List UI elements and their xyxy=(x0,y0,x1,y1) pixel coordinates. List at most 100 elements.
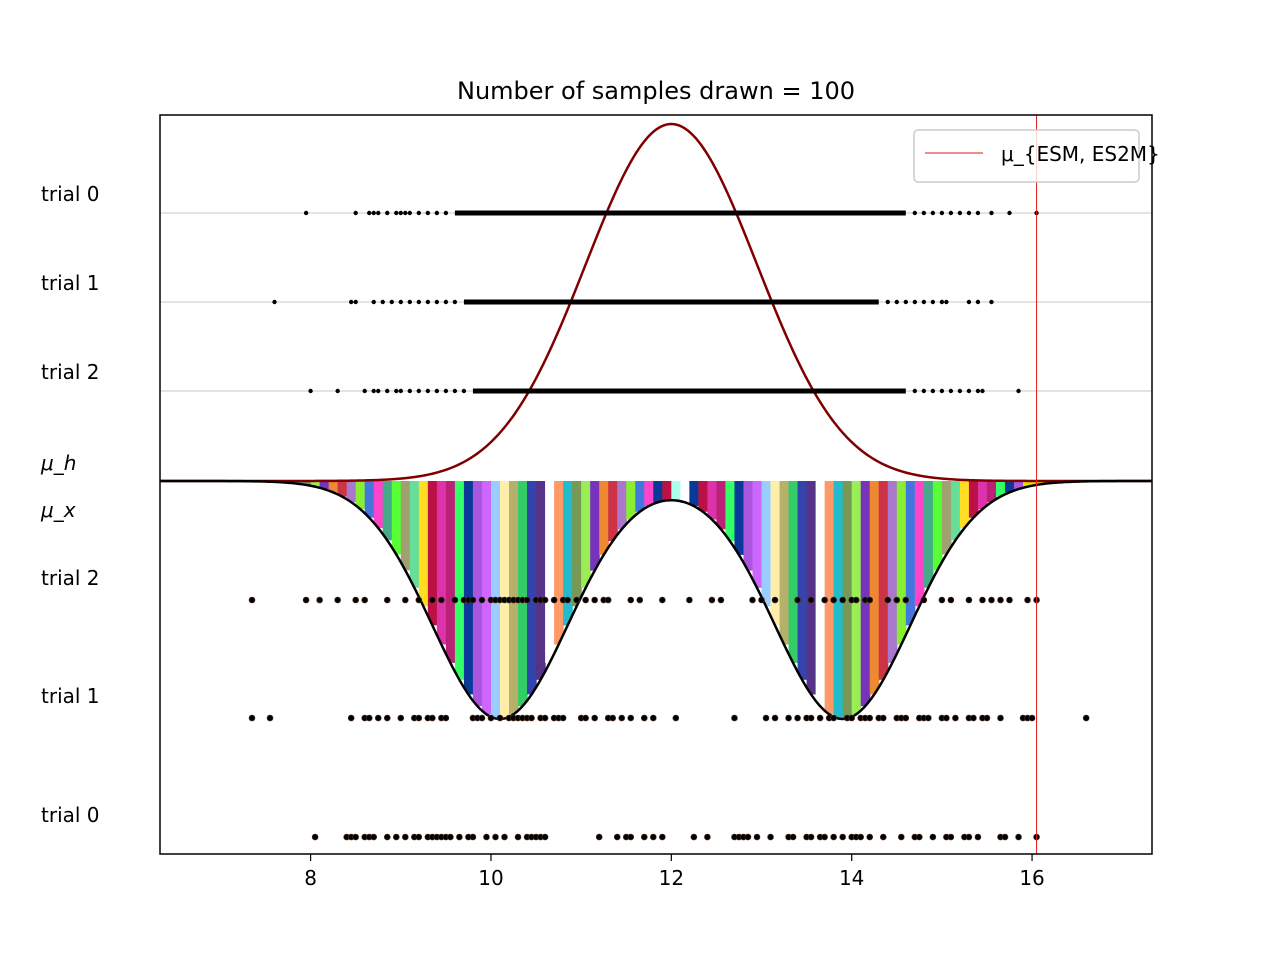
color-band xyxy=(328,481,339,493)
sample-point xyxy=(731,714,738,722)
sample-point xyxy=(370,833,378,841)
sample-point xyxy=(970,714,977,722)
sample-point xyxy=(385,388,390,394)
sample-point xyxy=(903,299,908,305)
color-band xyxy=(436,481,447,645)
sample-point xyxy=(523,596,531,604)
sample-point xyxy=(1024,596,1031,604)
sample-point xyxy=(407,299,412,305)
sample-point xyxy=(398,299,403,305)
sample-point xyxy=(398,210,403,216)
sample-point xyxy=(604,596,612,604)
sample-point xyxy=(438,596,445,604)
sample-point xyxy=(686,596,693,604)
sample-point xyxy=(771,596,779,604)
x-tick-label: 14 xyxy=(839,866,864,890)
sample-point xyxy=(690,833,698,841)
row-label: trial 0 xyxy=(41,803,100,827)
row-label: trial 2 xyxy=(41,360,100,384)
chart-title: Number of samples drawn = 100 xyxy=(457,77,855,105)
sample-point xyxy=(893,596,901,604)
color-band xyxy=(545,481,555,663)
sample-point xyxy=(316,596,323,604)
sample-point xyxy=(443,388,449,394)
sample-point xyxy=(866,596,874,604)
sample-point xyxy=(461,388,467,394)
sample-point xyxy=(957,210,963,216)
color-band xyxy=(716,481,727,530)
sample-point xyxy=(451,596,459,604)
sample-point xyxy=(383,596,391,604)
sample-point xyxy=(416,388,422,394)
x-tick-label: 10 xyxy=(478,866,503,890)
sample-point xyxy=(929,833,937,841)
color-band xyxy=(608,481,618,542)
sample-point xyxy=(385,210,390,216)
color-band xyxy=(635,481,645,512)
sample-point xyxy=(425,388,431,394)
mu-x-label: μ_x xyxy=(40,498,76,522)
sample-point xyxy=(997,596,1004,604)
color-band xyxy=(445,481,456,663)
sample-point xyxy=(591,714,598,722)
sample-point xyxy=(1082,714,1090,722)
sample-point xyxy=(308,388,313,394)
row-label: trial 1 xyxy=(41,271,100,295)
sample-point xyxy=(989,210,994,216)
sample-point xyxy=(272,299,277,305)
sample-point xyxy=(930,299,936,305)
sample-point xyxy=(708,596,716,604)
sample-point xyxy=(857,833,865,841)
sample-point xyxy=(311,833,319,841)
sample-point xyxy=(939,210,945,216)
row-label: trial 0 xyxy=(41,182,100,206)
sample-point xyxy=(767,833,774,841)
sample-point xyxy=(975,210,981,216)
sample-point xyxy=(807,596,815,604)
sample-point xyxy=(839,596,846,604)
sample-point xyxy=(443,299,449,305)
sample-point xyxy=(613,833,621,841)
sample-point xyxy=(1001,833,1009,841)
color-band xyxy=(319,481,330,490)
sample-point xyxy=(974,833,982,841)
sample-point xyxy=(821,596,828,604)
sample-point xyxy=(380,299,385,305)
plot-frame xyxy=(159,114,1153,855)
sample-point xyxy=(627,833,635,841)
color-band xyxy=(680,481,690,503)
sample-point xyxy=(866,833,874,841)
sample-point xyxy=(659,833,666,841)
sample-point xyxy=(894,299,899,305)
sample-point xyxy=(371,210,376,216)
sample-point xyxy=(1006,596,1013,604)
sample-point xyxy=(403,210,408,216)
color-band xyxy=(337,481,348,497)
sample-point xyxy=(487,714,495,722)
sample-point xyxy=(595,833,603,841)
sample-point xyxy=(303,210,309,216)
color-band xyxy=(959,481,970,529)
sample-point xyxy=(394,210,399,216)
sample-point xyxy=(371,388,376,394)
sample-point xyxy=(852,596,860,604)
color-band xyxy=(590,481,600,571)
color-band xyxy=(536,481,546,680)
color-band xyxy=(941,481,952,555)
sample-point xyxy=(902,596,910,604)
sample-point xyxy=(821,833,828,841)
sample-point xyxy=(952,714,959,722)
sample-point xyxy=(807,714,815,722)
sample-point xyxy=(816,714,824,722)
color-band xyxy=(905,481,916,626)
sample-point xyxy=(394,388,399,394)
sample-point xyxy=(980,388,985,394)
x-tick-label: 8 xyxy=(304,866,317,890)
sample-point xyxy=(352,833,359,841)
color-band xyxy=(671,481,681,501)
sample-point xyxy=(948,210,954,216)
color-band xyxy=(806,481,817,695)
color-band xyxy=(824,481,835,715)
color-band xyxy=(662,481,672,501)
sample-point xyxy=(456,833,463,841)
